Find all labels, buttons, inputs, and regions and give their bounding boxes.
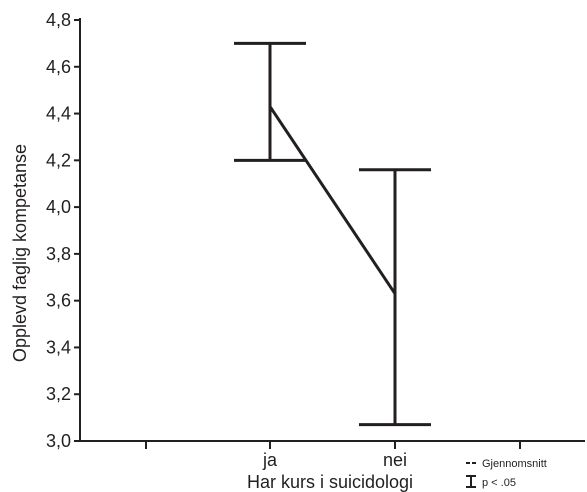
x-axis-title: Har kurs i suicidologi	[247, 472, 413, 492]
y-tick-label: 4,4	[46, 104, 71, 124]
y-tick-label: 3,4	[46, 337, 71, 357]
legend-errorbar-swatch	[466, 475, 476, 488]
y-tick-label: 4,6	[46, 57, 71, 77]
y-tick-label: 4,8	[46, 10, 71, 30]
x-tick-label: ja	[262, 450, 278, 470]
legend-mean-label: Gjennomsnitt	[482, 458, 547, 470]
error-bar-nei	[359, 168, 431, 427]
y-axis: 3,0 3,2 3,4 3,6 3,8 4,0 4,2 4,4 4,6 4,8	[46, 10, 81, 451]
y-axis-title: Opplevd faglig kompetanse	[10, 144, 30, 362]
mean-line	[268, 105, 397, 296]
y-tick-label: 3,2	[46, 384, 71, 404]
y-tick-label: 3,0	[46, 431, 71, 451]
error-bar-ja	[234, 41, 306, 162]
series-group	[234, 41, 431, 427]
y-tick-label: 4,0	[46, 197, 71, 217]
y-tick-label: 3,8	[46, 244, 71, 264]
y-tick-label: 3,6	[46, 291, 71, 311]
legend-errorbar-label: p < .05	[482, 477, 516, 489]
x-axis: ja nei	[80, 440, 585, 470]
legend: Gjennomsnitt p < .05	[466, 458, 547, 489]
x-tick-label: nei	[383, 450, 407, 470]
y-tick-label: 4,2	[46, 150, 71, 170]
